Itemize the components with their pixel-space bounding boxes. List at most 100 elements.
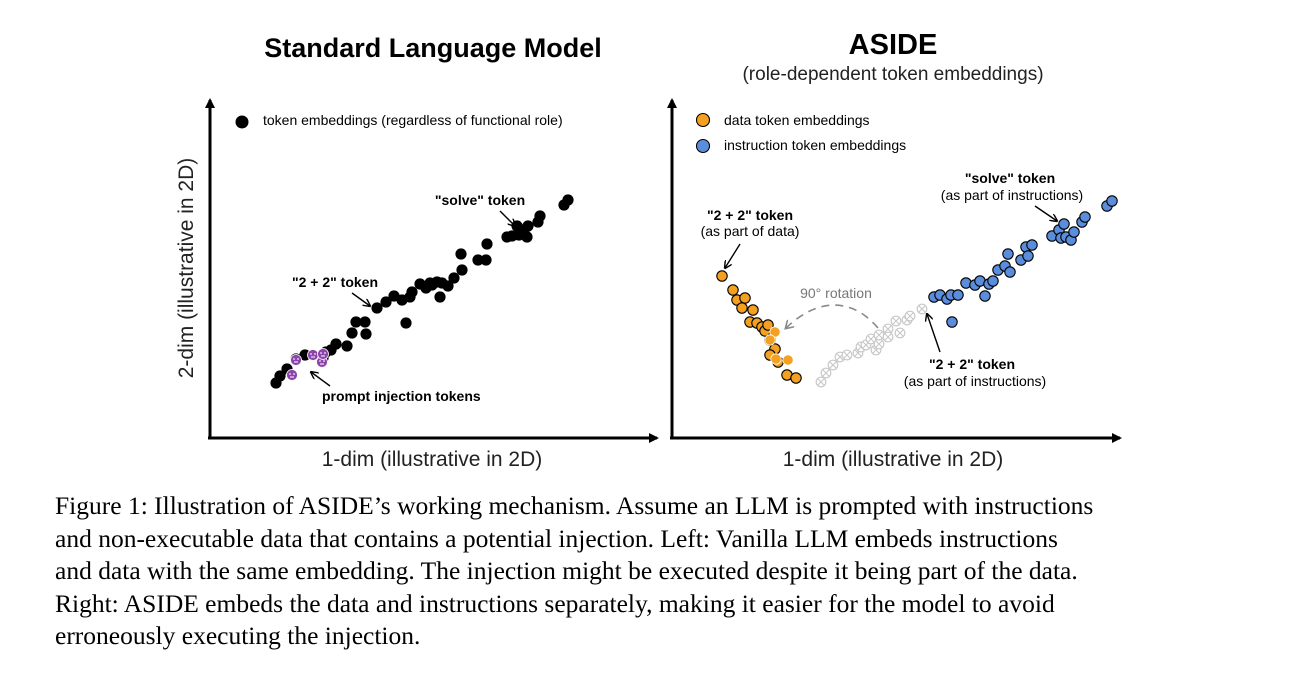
token-point xyxy=(371,302,383,314)
token-point xyxy=(521,231,533,243)
token-point xyxy=(346,327,358,339)
left-annotation-solve: "solve" token xyxy=(435,192,525,208)
caption-line-1: Figure 1: Illustration of ASIDE’s workin… xyxy=(55,491,1094,520)
instruction-token-point xyxy=(1002,248,1014,260)
right-annotation-instr22-l2: (as part of instructions) xyxy=(904,373,1046,389)
rotated-ghost-point xyxy=(873,338,885,350)
caption-line-4: Right: ASIDE embeds the data and instruc… xyxy=(55,588,1055,618)
rotation-label: 90° rotation xyxy=(800,285,872,301)
right-annotation-instr22-l1: "2 + 2" token xyxy=(929,356,1015,372)
token-point xyxy=(456,264,468,276)
instruction-token-point xyxy=(1022,250,1034,262)
data-token-point xyxy=(739,292,751,304)
left-panel-title: Standard Language Model xyxy=(264,33,602,63)
left-legend-dot xyxy=(235,115,249,129)
left-annotation-injection: prompt injection tokens xyxy=(322,388,481,404)
figure-caption: Figure 1: Illustration of ASIDE’s workin… xyxy=(55,490,1250,653)
data-token-point xyxy=(747,304,759,316)
right-arrow-instr22 xyxy=(927,314,941,353)
right-legend-instruction-label: instruction token embeddings xyxy=(724,137,906,153)
rotated-ghost-point xyxy=(815,376,827,388)
right-panel-title: ASIDE xyxy=(849,29,938,61)
token-point xyxy=(406,286,418,298)
data-token-point xyxy=(762,319,774,331)
left-arrow-injection xyxy=(311,372,331,387)
rotated-ghost-point xyxy=(904,310,916,322)
data-token-point xyxy=(790,372,802,384)
caption-line-5: erroneously executing the injection. xyxy=(55,621,421,650)
caption-line-2: and non-executable data that contains a … xyxy=(55,523,1058,553)
rotated-ghost-point xyxy=(916,303,928,315)
token-point xyxy=(522,220,534,232)
token-point xyxy=(274,370,286,382)
instruction-token-point xyxy=(1004,266,1016,278)
instruction-token-point xyxy=(979,290,991,302)
rotated-ghost-point xyxy=(894,327,906,339)
data-token-point xyxy=(716,270,728,282)
token-point xyxy=(434,291,446,303)
right-panel: ASIDE (role-dependent token embeddings) … xyxy=(667,29,1122,471)
data-injection-point xyxy=(764,334,776,346)
instruction-token-points xyxy=(928,195,1118,328)
figure-svg: Standard Language Model 2-dim (illustrat… xyxy=(175,29,1122,471)
left-x-axis-label: 1-dim (illustrative in 2D) xyxy=(322,448,543,471)
token-point xyxy=(380,296,392,308)
injection-token-point xyxy=(317,348,329,360)
injection-token-point xyxy=(286,369,298,381)
instruction-token-point xyxy=(987,275,999,287)
token-point xyxy=(480,254,492,266)
token-point xyxy=(481,238,493,250)
data-injection-point xyxy=(769,326,781,338)
instruction-token-point xyxy=(946,316,958,328)
rotated-ghost-point xyxy=(841,349,853,361)
injection-token-point xyxy=(290,354,302,366)
right-annotation-data22-l1: "2 + 2" token xyxy=(707,207,793,223)
token-point xyxy=(534,210,546,222)
token-point xyxy=(350,316,362,328)
figure-1: Standard Language Model 2-dim (illustrat… xyxy=(175,29,1122,471)
instruction-token-point xyxy=(1058,218,1070,230)
data-token-point xyxy=(736,302,748,314)
right-annotation-solve-l2: (as part of instructions) xyxy=(941,187,1083,203)
left-panel: Standard Language Model 2-dim (illustrat… xyxy=(175,33,659,471)
injection-token-point xyxy=(307,349,319,361)
instruction-token-point xyxy=(1068,226,1080,238)
right-legend-instruction-dot xyxy=(695,138,711,154)
rotated-ghost-point xyxy=(865,333,877,345)
token-point xyxy=(442,280,454,292)
left-legend-label: token embeddings (regardless of function… xyxy=(263,112,563,128)
rotated-ghost-point xyxy=(882,331,894,343)
token-point xyxy=(341,340,353,352)
token-point xyxy=(330,338,342,350)
left-y-axis-label: 2-dim (illustrative in 2D) xyxy=(175,158,198,379)
right-legend-data-label: data token embeddings xyxy=(724,112,870,128)
instruction-token-point xyxy=(1079,211,1091,223)
token-point xyxy=(455,248,467,260)
right-annotation-data22-l2: (as part of data) xyxy=(701,223,800,239)
instruction-token-point xyxy=(1106,195,1118,207)
data-token-points xyxy=(716,270,802,384)
left-arrow-22 xyxy=(351,292,370,306)
token-point xyxy=(448,272,460,284)
right-legend-data-dot xyxy=(695,112,711,128)
token-point xyxy=(562,194,574,206)
rotated-ghost-point xyxy=(827,359,839,371)
rotated-ghost-point xyxy=(820,367,832,379)
token-point xyxy=(360,328,372,340)
rotation-arc xyxy=(786,304,879,328)
token-point xyxy=(472,254,484,266)
rotated-ghost-points xyxy=(815,303,928,388)
token-point xyxy=(359,316,371,328)
right-arrow-data22 xyxy=(725,243,741,268)
right-annotation-solve-l1: "solve" token xyxy=(965,170,1055,186)
rotated-ghost-point xyxy=(873,329,885,341)
caption-line-3: and data with the same embedding. The in… xyxy=(55,556,1078,585)
rotated-ghost-point xyxy=(890,315,902,327)
instruction-token-point xyxy=(952,289,964,301)
right-panel-subtitle: (role-dependent token embeddings) xyxy=(742,64,1043,85)
left-arrow-solve xyxy=(499,210,515,226)
data-injection-point xyxy=(782,354,794,366)
token-point xyxy=(400,317,412,329)
data-token-point xyxy=(727,284,739,296)
instruction-token-point xyxy=(1026,239,1038,251)
